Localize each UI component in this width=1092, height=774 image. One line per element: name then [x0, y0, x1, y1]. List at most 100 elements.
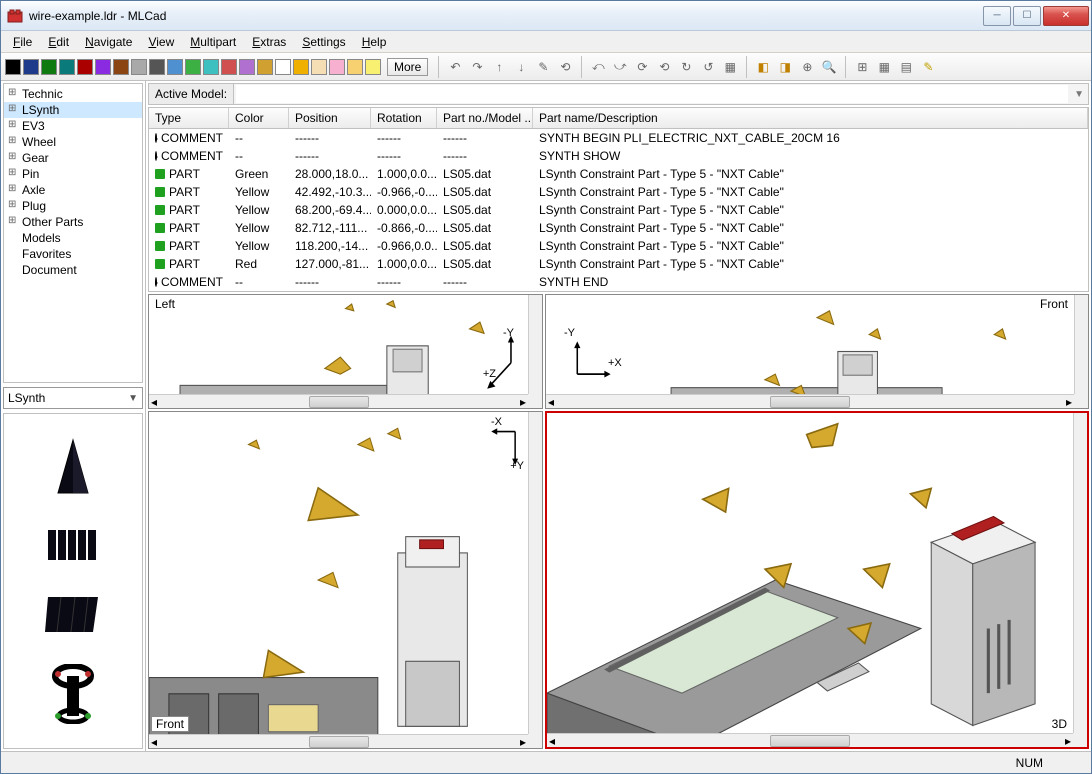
color-swatch[interactable] — [23, 59, 39, 75]
menu-view[interactable]: View — [140, 33, 182, 51]
tree-node[interactable]: Gear — [4, 150, 142, 166]
menu-help[interactable]: Help — [354, 33, 395, 51]
tool-icon[interactable]: ◧ — [753, 57, 773, 77]
close-button[interactable]: ✕ — [1043, 6, 1089, 26]
dropdown-icon: ▼ — [1070, 89, 1088, 100]
color-swatch[interactable] — [5, 59, 21, 75]
tool-icon[interactable]: ▦ — [720, 57, 740, 77]
active-model-bar: Active Model: ▼ — [148, 83, 1089, 105]
tool-icon[interactable]: ✎ — [918, 57, 938, 77]
color-swatch[interactable] — [167, 59, 183, 75]
rotate-icon[interactable]: ↺ — [698, 57, 718, 77]
viewport-3d[interactable]: 3D — [545, 411, 1089, 749]
table-row[interactable]: COMMENT--------------------SYNTH END — [149, 273, 1088, 291]
active-model-combo[interactable] — [236, 85, 1068, 103]
rotate-icon[interactable]: ⟲ — [654, 57, 674, 77]
menu-multipart[interactable]: Multipart — [182, 33, 244, 51]
grid-icon[interactable]: ▦ — [874, 57, 894, 77]
color-swatch[interactable] — [95, 59, 111, 75]
tree-node[interactable]: Technic — [4, 86, 142, 102]
menu-navigate[interactable]: Navigate — [77, 33, 140, 51]
color-swatch[interactable] — [113, 59, 129, 75]
color-swatch[interactable] — [59, 59, 75, 75]
tree-node[interactable]: Wheel — [4, 134, 142, 150]
scrollbar-vertical[interactable] — [1074, 295, 1088, 394]
viewport-front[interactable]: Front -Y +X ◂▸ — [545, 294, 1089, 409]
table-row[interactable]: PARTRed127.000,-81...1.000,0.0...LS05.da… — [149, 255, 1088, 273]
column-header[interactable]: Color — [229, 108, 289, 128]
tool-icon[interactable]: ◨ — [775, 57, 795, 77]
scrollbar-horizontal[interactable]: ◂▸ — [547, 733, 1073, 747]
tree-node[interactable]: EV3 — [4, 118, 142, 134]
tree-node[interactable]: Plug — [4, 198, 142, 214]
tool-icon[interactable]: ↶ — [445, 57, 465, 77]
color-swatch[interactable] — [131, 59, 147, 75]
color-swatch[interactable] — [149, 59, 165, 75]
menu-extras[interactable]: Extras — [244, 33, 294, 51]
color-swatch[interactable] — [257, 59, 273, 75]
color-swatch[interactable] — [41, 59, 57, 75]
color-swatch[interactable] — [365, 59, 381, 75]
menu-file[interactable]: File — [5, 33, 40, 51]
menu-edit[interactable]: Edit — [40, 33, 77, 51]
tool-icon[interactable]: ↑ — [489, 57, 509, 77]
tool-icon[interactable]: ⊞ — [852, 57, 872, 77]
color-swatch[interactable] — [275, 59, 291, 75]
tool-icon[interactable]: ⊕ — [797, 57, 817, 77]
category-combo[interactable]: LSynth ▼ — [3, 387, 143, 409]
tool-icon[interactable]: ⟲ — [555, 57, 575, 77]
table-row[interactable]: PARTYellow118.200,-14...-0.966,0.0...LS0… — [149, 237, 1088, 255]
scrollbar-horizontal[interactable]: ◂▸ — [546, 394, 1074, 408]
tree-node[interactable]: Models — [4, 230, 142, 246]
tool-icon[interactable]: ✎ — [533, 57, 553, 77]
column-header[interactable]: Rotation — [371, 108, 437, 128]
color-swatch[interactable] — [203, 59, 219, 75]
grid-icon[interactable]: ▤ — [896, 57, 916, 77]
tree-node[interactable]: Pin — [4, 166, 142, 182]
rotate-icon[interactable]: ⤻ — [610, 57, 630, 77]
scrollbar-vertical[interactable] — [1073, 413, 1087, 733]
color-swatch[interactable] — [77, 59, 93, 75]
menu-settings[interactable]: Settings — [294, 33, 353, 51]
tool-icon[interactable]: ↓ — [511, 57, 531, 77]
table-row[interactable]: COMMENT--------------------SYNTH BEGIN P… — [149, 129, 1088, 147]
maximize-button[interactable]: ☐ — [1013, 6, 1041, 26]
rotate-icon[interactable]: ↻ — [676, 57, 696, 77]
tree-node[interactable]: Favorites — [4, 246, 142, 262]
window-title: wire-example.ldr - MLCad — [29, 9, 981, 23]
column-header[interactable]: Position — [289, 108, 371, 128]
scrollbar-horizontal[interactable]: ◂▸ — [149, 394, 528, 408]
column-header[interactable]: Type — [149, 108, 229, 128]
more-colors-button[interactable]: More — [387, 58, 428, 76]
parts-table[interactable]: TypeColorPositionRotationPart no./Model … — [148, 107, 1089, 292]
table-row[interactable]: PARTYellow68.200,-69.4...0.000,0.0...LS0… — [149, 201, 1088, 219]
viewport-front2[interactable]: Front — [148, 411, 543, 749]
color-swatch[interactable] — [293, 59, 309, 75]
color-swatch[interactable] — [329, 59, 345, 75]
zoom-icon[interactable]: 🔍 — [819, 57, 839, 77]
table-row[interactable]: PARTGreen28.000,18.0...1.000,0.0...LS05.… — [149, 165, 1088, 183]
color-swatch[interactable] — [221, 59, 237, 75]
parts-tree[interactable]: TechnicLSynthEV3WheelGearPinAxlePlugOthe… — [3, 83, 143, 383]
scrollbar-vertical[interactable] — [528, 295, 542, 394]
tree-node[interactable]: Document — [4, 262, 142, 278]
tree-node[interactable]: Axle — [4, 182, 142, 198]
tree-node[interactable]: LSynth — [4, 102, 142, 118]
table-row[interactable]: COMMENT--------------------SYNTH SHOW — [149, 147, 1088, 165]
column-header[interactable]: Part no./Model ... — [437, 108, 533, 128]
color-swatch[interactable] — [185, 59, 201, 75]
minimize-button[interactable]: ─ — [983, 6, 1011, 26]
scrollbar-horizontal[interactable]: ◂▸ — [149, 734, 528, 748]
column-header[interactable]: Part name/Description — [533, 108, 1088, 128]
scrollbar-vertical[interactable] — [528, 412, 542, 734]
viewport-left[interactable]: Left -Y +Z ◂▸ — [148, 294, 543, 409]
color-swatch[interactable] — [239, 59, 255, 75]
table-row[interactable]: PARTYellow42.492,-10.3...-0.966,-0....LS… — [149, 183, 1088, 201]
rotate-icon[interactable]: ⟳ — [632, 57, 652, 77]
tree-node[interactable]: Other Parts — [4, 214, 142, 230]
tool-icon[interactable]: ↷ — [467, 57, 487, 77]
color-swatch[interactable] — [347, 59, 363, 75]
color-swatch[interactable] — [311, 59, 327, 75]
table-row[interactable]: PARTYellow82.712,-111...-0.866,-0....LS0… — [149, 219, 1088, 237]
rotate-icon[interactable]: ⤺ — [588, 57, 608, 77]
